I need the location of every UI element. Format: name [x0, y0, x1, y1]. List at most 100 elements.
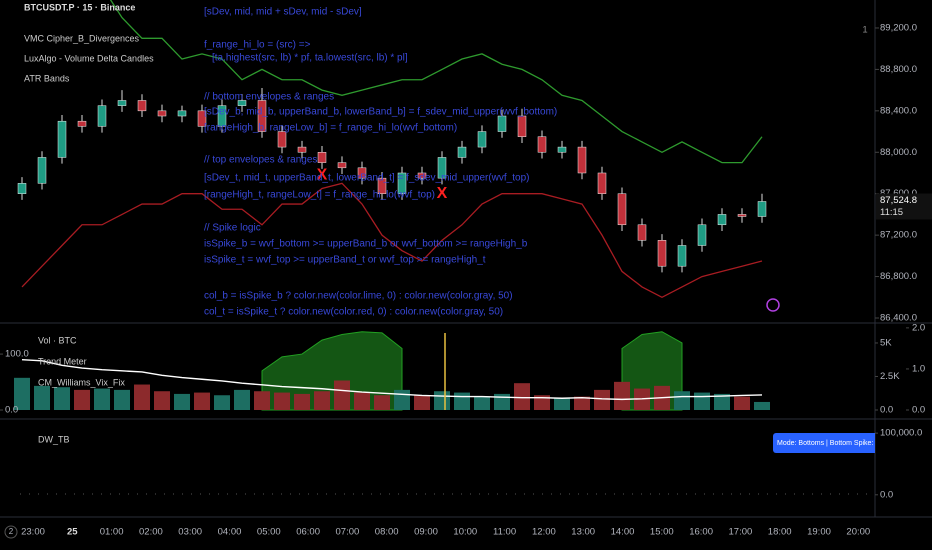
indicator-pane — [14, 331, 770, 411]
candle-body — [317, 152, 327, 163]
volume-bar — [734, 396, 750, 410]
y-tick-label: 88,400.0 — [880, 105, 917, 116]
y-tick-label: 0.0 — [880, 489, 893, 500]
y-tick-label: 0.0 — [880, 405, 893, 416]
candle-body — [557, 146, 567, 153]
time-label: 07:00 — [336, 527, 360, 538]
volume-bar — [314, 391, 330, 410]
volume-bar — [154, 391, 170, 410]
y2-tick-label: 2.0 — [912, 322, 925, 333]
volume-bar — [334, 380, 350, 410]
candle-body — [117, 100, 127, 106]
candle-body — [637, 224, 647, 241]
volume-bar — [254, 391, 270, 410]
left-tick-label: 0.0 — [5, 405, 18, 416]
volume-bar — [754, 401, 770, 410]
y-tick-label: 88,800.0 — [880, 64, 917, 75]
volume-bar — [474, 396, 490, 410]
candle-body — [617, 193, 627, 226]
time-label: 17:00 — [729, 527, 753, 538]
badge-circle — [4, 525, 18, 539]
code-line: [rangeHigh_t, rangeLow_t] = f_range_hi_l… — [204, 190, 435, 201]
time-label: 06:00 — [296, 527, 320, 538]
code-line: [sDev_b, mid_b, upperBand_b, lowerBand_b… — [204, 107, 557, 118]
candle-body — [677, 245, 687, 267]
candle-body — [757, 201, 767, 217]
volume-bar — [554, 397, 570, 410]
candle-body — [537, 136, 547, 153]
time-label: 08:00 — [375, 527, 399, 538]
pane-legend: Trend Meter — [38, 356, 87, 366]
y-tick-label: 87,200.0 — [880, 230, 917, 241]
candle-body — [497, 115, 507, 132]
band-line — [21, 182, 763, 299]
code-line: isSpike_t = wvf_top >= upperBand_t or wv… — [204, 255, 486, 266]
time-label: 09:00 — [414, 527, 438, 538]
time-label: 25 — [67, 527, 78, 538]
candle-body — [577, 146, 587, 174]
last-price-label: 87,524.8 — [880, 195, 917, 206]
candle-body — [157, 110, 167, 117]
indicator-name: ATR Bands — [24, 73, 70, 83]
volume-bar — [414, 395, 430, 410]
volume-bar — [594, 389, 610, 410]
candle-body — [217, 105, 227, 127]
time-label: 03:00 — [178, 527, 202, 538]
candle-body — [357, 167, 367, 179]
code-line: col_b = isSpike_b ? color.new(color.lime… — [204, 291, 513, 302]
code-line: f_range_hi_lo = (src) => — [204, 40, 311, 51]
indicator-name: VMC Cipher_B_Divergences — [24, 33, 140, 43]
time-label: 01:00 — [100, 527, 124, 538]
candle-body — [197, 110, 207, 127]
time-label: 19:00 — [807, 527, 831, 538]
volume-bar — [294, 393, 310, 410]
candle-body — [437, 157, 447, 179]
time-label: 18:00 — [768, 527, 792, 538]
time-label: 16:00 — [689, 527, 713, 538]
overlay: 89,200.088,800.088,400.088,000.087,600.0… — [0, 2, 932, 539]
y-tick-label: 2.5K — [880, 371, 900, 382]
last-price-tag — [876, 193, 932, 220]
volume-bar — [34, 385, 50, 410]
volume-bar — [674, 391, 690, 410]
volume-bar — [14, 377, 30, 410]
code-line: // bottom envelopes & ranges — [204, 92, 334, 103]
code-line: [sDev_t, mid_t, upperBand_t, lowerBand_t… — [204, 173, 529, 184]
price-pane: XX — [17, 0, 767, 299]
tooltip-text: Mode: Bottoms | Bottom Spike: false | To… — [777, 440, 914, 447]
candle-body — [57, 120, 67, 158]
code-line: [sDev, mid, mid + sDev, mid - sDev] — [204, 7, 362, 18]
time-label: 04:00 — [218, 527, 242, 538]
symbol-title: BTCUSDT.P · 15 · Binance — [24, 2, 135, 12]
time-label: 20:00 — [846, 527, 870, 538]
trend-area — [261, 331, 403, 411]
time-label: 12:00 — [532, 527, 556, 538]
candle-body — [177, 110, 187, 117]
time-label: 23:00 — [21, 527, 45, 538]
candle-body — [277, 131, 287, 148]
candle-body — [97, 105, 107, 127]
code-line: col_t = isSpike_t ? color.new(color.red,… — [204, 307, 503, 318]
band-line — [109, 0, 763, 164]
candle-body — [697, 224, 707, 246]
time-label: 10:00 — [453, 527, 477, 538]
candle-body — [737, 214, 747, 217]
volume-bar — [274, 392, 290, 410]
y-tick-label: 5K — [880, 337, 892, 348]
y2-tick-label: 0.0 — [912, 405, 925, 416]
signal-marker: X — [437, 185, 448, 202]
volume-bar — [134, 384, 150, 410]
pane-badge: 1 — [862, 25, 867, 36]
volume-bar — [454, 392, 470, 410]
y-tick-label: 86,800.0 — [880, 271, 917, 282]
volume-bar — [374, 395, 390, 410]
volume-bar — [714, 393, 730, 410]
tooltip-box — [773, 433, 875, 453]
candle-body — [657, 240, 667, 267]
dw-pane: Mode: Bottoms | Bottom Spike: false | To… — [20, 433, 914, 495]
volume-bar — [694, 392, 710, 410]
code-line: [rangeHigh_b, rangeLow_b] = f_range_hi_l… — [204, 123, 457, 134]
volume-bar — [234, 389, 250, 410]
